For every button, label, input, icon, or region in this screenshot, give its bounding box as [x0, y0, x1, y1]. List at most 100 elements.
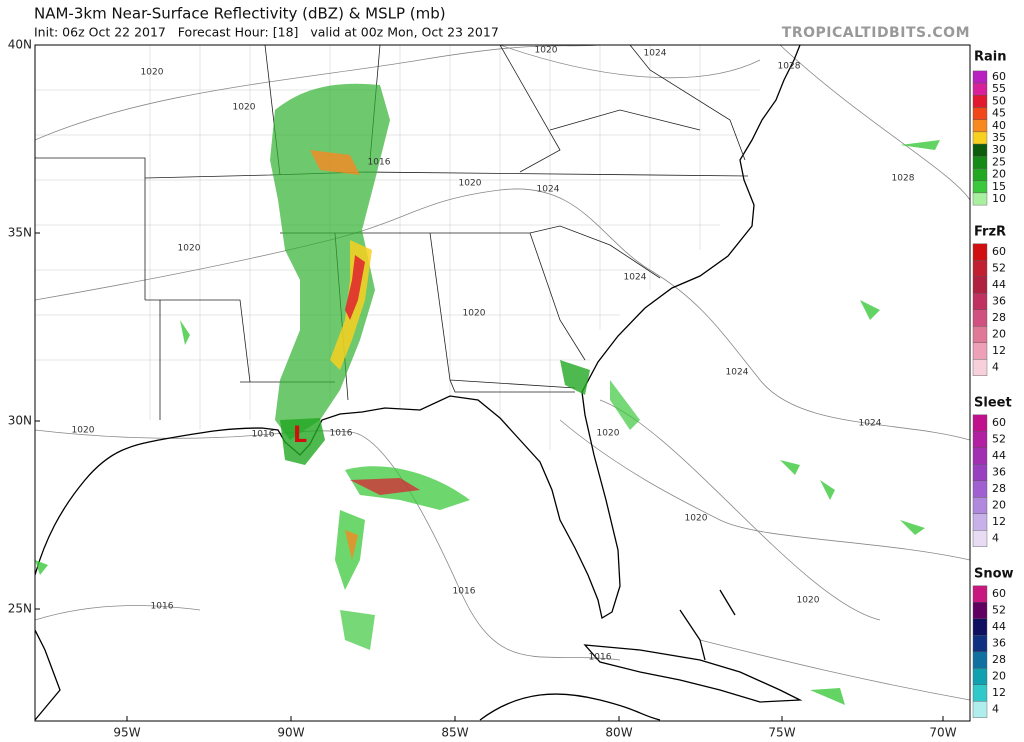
legend-value: 60 [992, 245, 1006, 258]
legend-swatch [972, 95, 988, 108]
isobar-label: 1024 [726, 368, 749, 378]
longitude-label: 70W [929, 726, 956, 740]
isobar-label: 1020 [141, 68, 164, 78]
legend-swatch [972, 156, 988, 169]
isobar-label: 1020 [797, 596, 820, 606]
legend: Rain6055504540353025201510FrzR6052443628… [972, 50, 1014, 718]
isobar-label: 1016 [589, 653, 612, 663]
legend-swatch [972, 668, 988, 685]
site-name: TROPICALTIDBITS.COM [782, 25, 970, 41]
legend-swatch [972, 192, 988, 206]
longitude-label: 80W [605, 726, 632, 740]
isobar-label: 1020 [535, 46, 558, 56]
precipitation [35, 83, 940, 705]
title: NAM-3km Near-Surface Reflectivity (dBZ) … [34, 5, 446, 23]
legend-swatch [972, 585, 988, 603]
legend-swatch [972, 168, 988, 181]
legend-swatch [972, 276, 988, 294]
legend-value: 4 [992, 361, 999, 374]
legend-swatch [972, 243, 988, 261]
legend-value: 10 [992, 192, 1006, 205]
legend-value: 60 [992, 587, 1006, 600]
legend-value: 44 [992, 620, 1006, 633]
subtitle: Init: 06z Oct 22 2017 Forecast Hour: [18… [34, 25, 499, 40]
legend-value: 28 [992, 311, 1006, 324]
legend-value: 20 [992, 499, 1006, 512]
legend-swatch [972, 82, 988, 96]
isobar-label: 1016 [453, 587, 476, 597]
legend-value: 4 [992, 703, 999, 716]
legend-value: 28 [992, 653, 1006, 666]
isobar-label: 1020 [459, 179, 482, 189]
legend-value: 52 [992, 262, 1006, 275]
legend-swatch [972, 635, 988, 652]
legend-swatch [972, 143, 988, 157]
legend-value: 55 [992, 82, 1006, 95]
legend-value: 15 [992, 180, 1006, 193]
legend-value: 50 [992, 94, 1006, 107]
isobar-label: 1016 [151, 602, 174, 612]
legend-value: 44 [992, 278, 1006, 291]
legend-swatch [972, 618, 988, 636]
isobar-label: 1016 [252, 430, 275, 440]
isobar-label: 1024 [624, 273, 647, 283]
legend-value: 36 [992, 637, 1006, 650]
legend-swatch [972, 464, 988, 481]
isobar-label: 1020 [178, 244, 201, 254]
latitude-label: 40N [8, 38, 32, 52]
legend-swatch [972, 107, 988, 120]
legend-swatch [972, 431, 988, 448]
isobar-label: 1016 [330, 429, 353, 439]
legend-swatch [972, 651, 988, 669]
legend-value: 40 [992, 119, 1006, 132]
legend-swatch [972, 70, 988, 84]
legend-value: 36 [992, 295, 1006, 308]
legend-swatch [972, 326, 988, 343]
map: L 1020 1024102810201020101610201024102810… [8, 38, 971, 740]
isobar-label: 1020 [72, 426, 95, 436]
isobar-label: 1028 [778, 62, 801, 72]
legend-value: 60 [992, 70, 1006, 83]
isobar-label: 1020 [233, 103, 256, 113]
legend-value: 4 [992, 532, 999, 545]
legend-swatch [972, 497, 988, 514]
legend-swatch [972, 530, 988, 547]
legend-value: 60 [992, 416, 1006, 429]
low-pressure-marker: L [293, 423, 307, 448]
legend-value: 12 [992, 515, 1006, 528]
legend-value: 12 [992, 344, 1006, 357]
legend-swatch [972, 513, 988, 531]
isobar-label: 1020 [685, 514, 708, 524]
isobar-label: 1024 [537, 185, 560, 195]
isobar-label: 1016 [368, 158, 391, 168]
isobar-label: 1028 [892, 174, 915, 184]
legend-value: 12 [992, 686, 1006, 699]
isobar-label: 1020 [597, 429, 620, 439]
legend-swatch [972, 131, 988, 145]
latitude-label: 25N [8, 602, 32, 616]
isobar-labels: 1020 1024 1028 1020 1020 1016 1020 1024 1028 1020… [72, 46, 915, 663]
legend-value: 44 [992, 449, 1006, 462]
legend-title: Snow [974, 567, 1014, 582]
legend-title: Sleet [974, 396, 1012, 411]
legend-value: 35 [992, 131, 1006, 144]
legend-swatch [972, 119, 988, 133]
legend-swatch [972, 414, 988, 432]
legend-value: 52 [992, 604, 1006, 617]
map-body: L 1020 1024102810201020101610201024102810… [35, 45, 970, 721]
axes: 40N 35N 30N 25N 95W 90W 85W 80W 75W 70W [8, 38, 957, 740]
longitude-label: 85W [441, 726, 468, 740]
legend-swatch [972, 180, 988, 194]
legend-title: FrzR [974, 225, 1006, 240]
longitude-label: 75W [768, 726, 795, 740]
legend-swatch [972, 602, 988, 619]
longitude-label: 90W [277, 726, 304, 740]
map-frame [34, 44, 971, 722]
legend-value: 52 [992, 433, 1006, 446]
legend-swatch [972, 701, 988, 718]
legend-swatch [972, 447, 988, 465]
isobar-label: 1020 [463, 309, 486, 319]
legend-value: 20 [992, 328, 1006, 341]
